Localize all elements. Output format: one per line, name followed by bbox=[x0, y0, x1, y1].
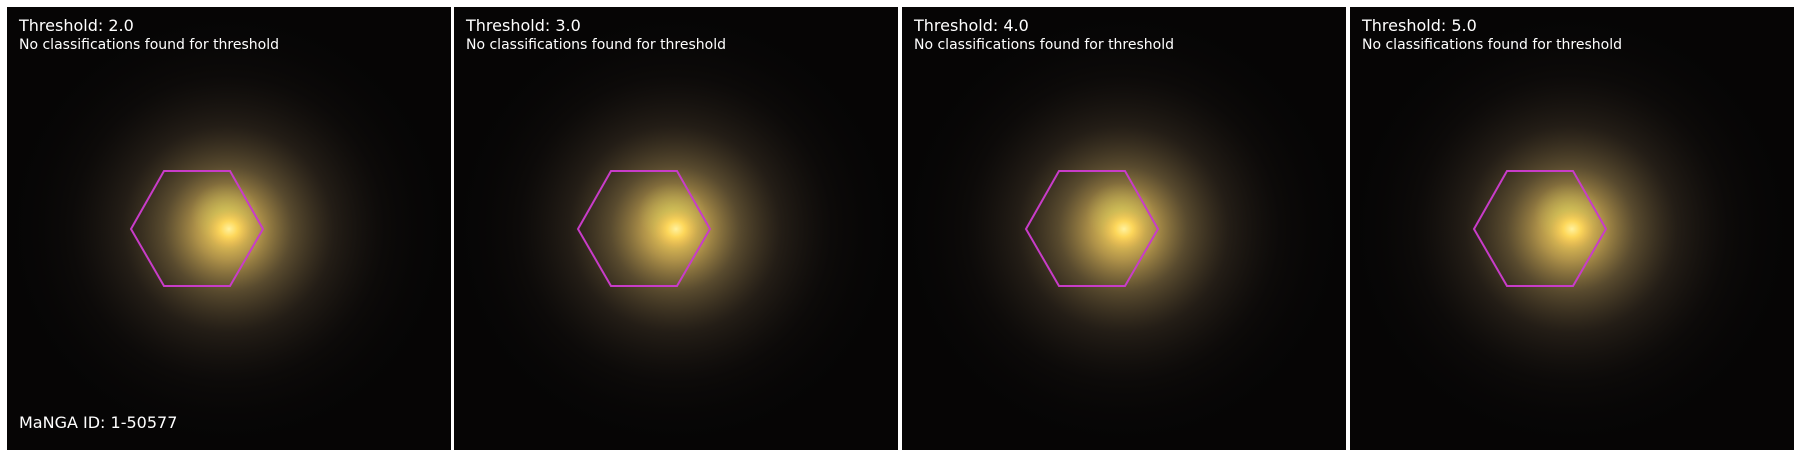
panel-title: Threshold: 5.0 bbox=[1362, 16, 1477, 35]
galaxy-image bbox=[1350, 7, 1794, 450]
galaxy-image bbox=[454, 7, 898, 450]
panel-message: No classifications found for threshold bbox=[466, 37, 726, 53]
galaxy-image bbox=[7, 7, 451, 450]
ifu-hexagon-icon bbox=[129, 170, 265, 287]
panel-title: Threshold: 4.0 bbox=[914, 16, 1029, 35]
manga-id-label: MaNGA ID: 1-50577 bbox=[19, 413, 178, 432]
threshold-panel-5: Threshold: 5.0 No classifications found … bbox=[1350, 7, 1794, 450]
panel-title: Threshold: 2.0 bbox=[19, 16, 134, 35]
ifu-hexagon-icon bbox=[1472, 170, 1608, 287]
panel-title: Threshold: 3.0 bbox=[466, 16, 581, 35]
ifu-hexagon-icon bbox=[1024, 170, 1160, 287]
panel-message: No classifications found for threshold bbox=[19, 37, 279, 53]
panel-message: No classifications found for threshold bbox=[1362, 37, 1622, 53]
threshold-panel-2: Threshold: 2.0 No classifications found … bbox=[7, 7, 451, 450]
panel-message: No classifications found for threshold bbox=[914, 37, 1174, 53]
galaxy-image bbox=[902, 7, 1346, 450]
ifu-hexagon-icon bbox=[576, 170, 712, 287]
threshold-panel-4: Threshold: 4.0 No classifications found … bbox=[902, 7, 1346, 450]
threshold-panel-3: Threshold: 3.0 No classifications found … bbox=[454, 7, 898, 450]
